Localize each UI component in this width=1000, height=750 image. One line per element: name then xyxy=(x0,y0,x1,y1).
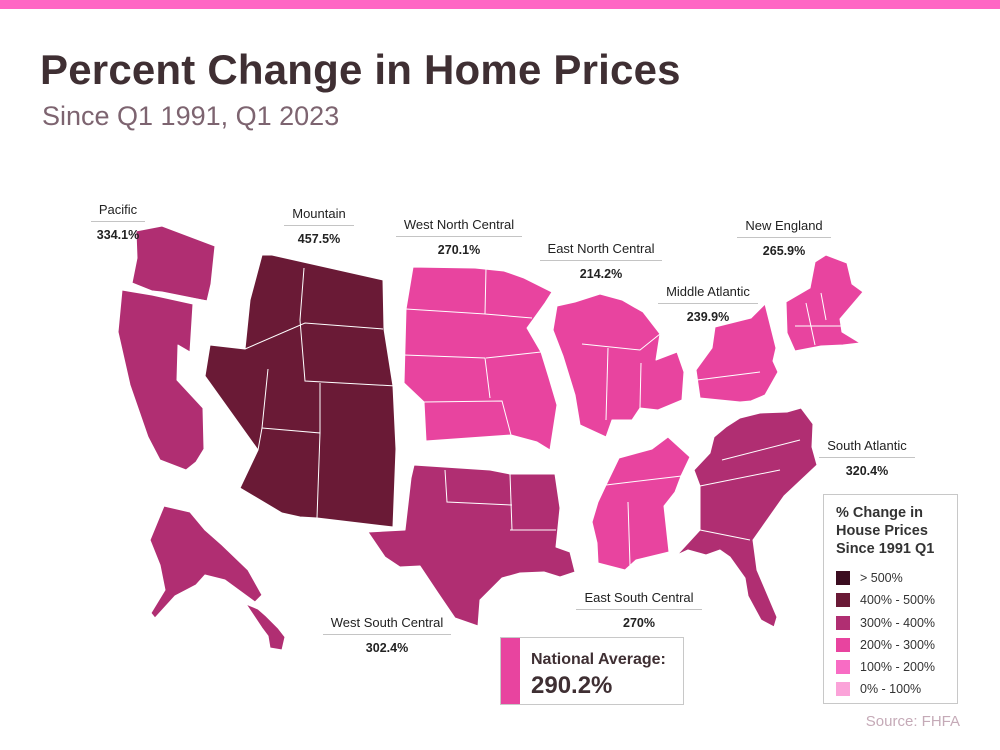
region-south-atlantic[interactable] xyxy=(676,407,818,628)
national-average-label: National Average: xyxy=(531,651,666,668)
region-new-england[interactable] xyxy=(785,254,864,352)
national-average-box: National Average: 290.2% xyxy=(500,637,684,705)
region-east-north-central[interactable] xyxy=(552,293,685,438)
legend-swatch xyxy=(836,616,850,630)
region-mountain[interactable] xyxy=(204,254,397,528)
region-label-pacific: Pacific 334.1% xyxy=(38,201,198,242)
top-accent-bar xyxy=(0,0,1000,9)
region-label-east-north-central: East North Central 214.2% xyxy=(521,240,681,281)
legend-item: 0% - 100% xyxy=(836,681,921,697)
region-label-south-atlantic: South Atlantic 320.4% xyxy=(787,437,947,478)
legend-swatch xyxy=(836,571,850,585)
region-pacific[interactable] xyxy=(117,225,286,651)
region-label-mountain: Mountain 457.5% xyxy=(239,205,399,246)
legend-swatch xyxy=(836,660,850,674)
region-label-middle-atlantic: Middle Atlantic 239.9% xyxy=(628,283,788,324)
region-west-north-central[interactable] xyxy=(403,266,558,451)
national-average-color-bar xyxy=(501,638,520,704)
legend-swatch xyxy=(836,593,850,607)
legend-item: 100% - 200% xyxy=(836,659,935,675)
state-borders xyxy=(151,267,842,566)
page-title: Percent Change in Home Prices xyxy=(40,46,681,93)
region-label-west-south-central: West South Central 302.4% xyxy=(307,614,467,655)
legend-title: % Change in House Prices Since 1991 Q1 xyxy=(836,505,935,557)
region-label-west-north-central: West North Central 270.1% xyxy=(379,216,539,257)
legend-item: 300% - 400% xyxy=(836,615,935,631)
region-west-south-central[interactable] xyxy=(367,464,576,627)
region-east-south-central[interactable] xyxy=(591,436,691,571)
legend-swatch xyxy=(836,638,850,652)
region-label-east-south-central: East South Central 270% xyxy=(559,589,719,630)
map-legend: % Change in House Prices Since 1991 Q1 >… xyxy=(823,494,958,704)
source-note: Source: FHFA xyxy=(865,713,960,730)
legend-swatch xyxy=(836,682,850,696)
national-average-value: 290.2% xyxy=(531,672,613,699)
legend-item: > 500% xyxy=(836,570,903,586)
legend-item: 200% - 300% xyxy=(836,637,935,653)
page-subtitle: Since Q1 1991, Q1 2023 xyxy=(42,101,340,131)
legend-item: 400% - 500% xyxy=(836,592,935,608)
region-label-new-england: New England 265.9% xyxy=(704,217,864,258)
